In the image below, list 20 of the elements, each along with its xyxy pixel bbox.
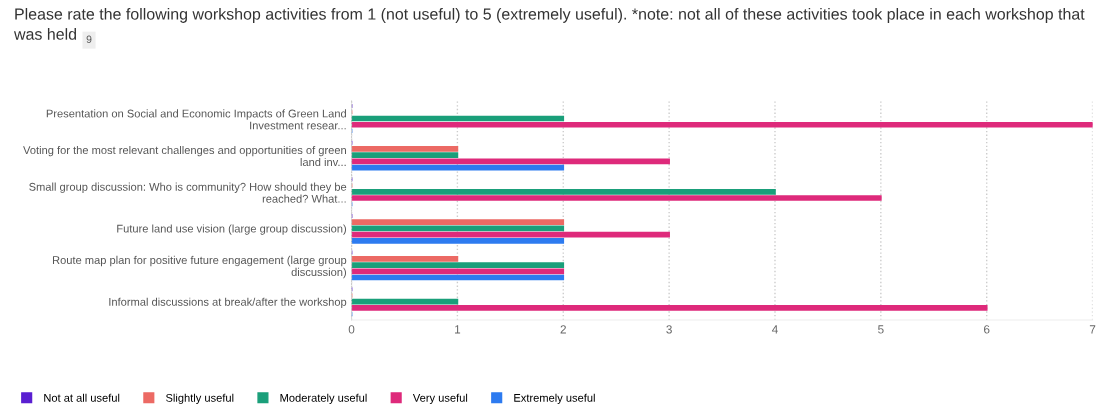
x-tick-label: 3 — [666, 325, 672, 334]
y-tick-label: Informal discussions at break/after the workshop — [109, 297, 347, 309]
y-tick-label: Future land use vision (large group discussion) — [117, 224, 347, 235]
x-tick-label: 5 — [878, 325, 884, 334]
legend-label: Slightly useful — [166, 393, 234, 404]
legend-label: Moderately useful — [280, 393, 367, 404]
x-tick-label: 0 — [348, 325, 355, 334]
legend-label: Extremely useful — [514, 393, 595, 404]
y-tick-label: Presentation on Social and Economic Impacts of Green Land Investment resear... — [46, 109, 346, 130]
text: 9 — [86, 35, 92, 43]
x-tick-label: 2 — [560, 325, 566, 334]
legend-label: Not at all useful — [44, 393, 120, 402]
x-tick-label: 4 — [771, 325, 778, 334]
y-tick-label: Voting for the most relevant challenges and opportunities of green land inv... — [23, 145, 346, 167]
y-tick-label: Route map plan for positive future engagement (large group discussion) — [52, 255, 347, 279]
x-tick-label: 1 — [455, 325, 461, 334]
legend-label: Very useful — [412, 393, 468, 404]
x-tick-label: 6 — [984, 325, 990, 334]
x-tick-label: 7 — [1089, 325, 1096, 334]
y-tick-label: Small group discussion: Who is community? How should they be reached? What... — [29, 182, 347, 203]
